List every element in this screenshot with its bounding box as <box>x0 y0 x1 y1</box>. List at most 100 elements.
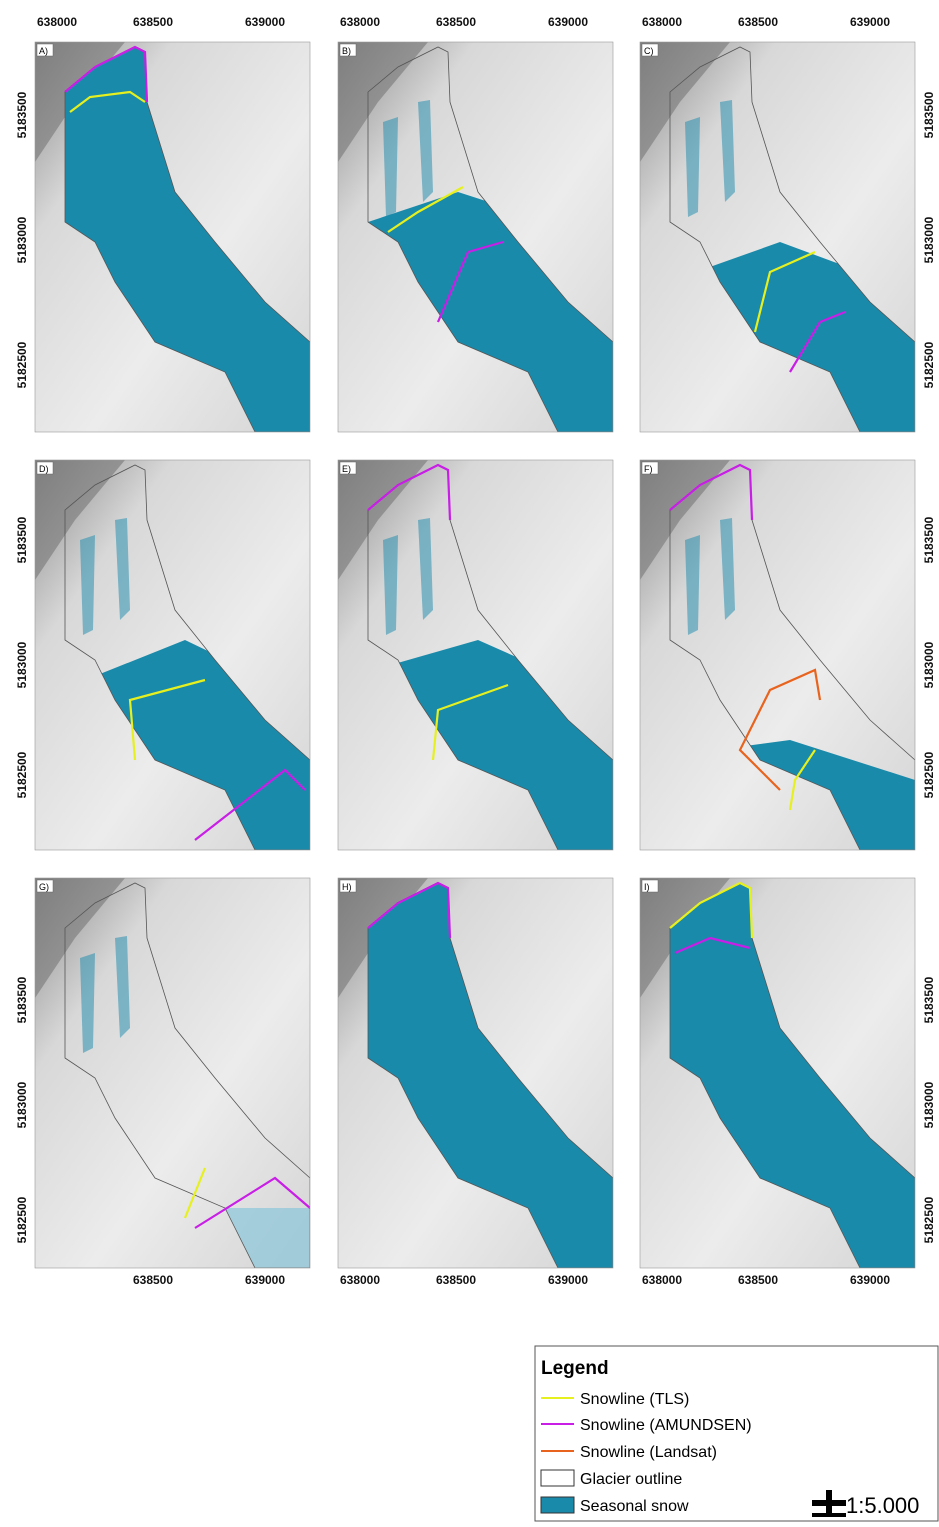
scale-icon <box>812 1490 846 1517</box>
x-tick-label: 638000 <box>642 1273 682 1287</box>
panel-label-box <box>641 461 659 475</box>
y-tick-label: 5183000 <box>922 641 936 688</box>
snowline <box>789 310 846 373</box>
panel-label: B) <box>342 46 351 56</box>
map-area <box>640 460 915 850</box>
panel-label-box <box>641 43 659 57</box>
y-tick-label: 5183500 <box>15 516 29 563</box>
panel-label: G) <box>39 882 49 892</box>
y-tick-label: 5182500 <box>15 341 29 388</box>
snowline <box>436 240 504 323</box>
panel-frame <box>34 459 311 851</box>
panel-frame <box>639 459 916 851</box>
snow-patches <box>80 518 130 635</box>
glacier-outline <box>64 464 310 850</box>
panel-frame <box>34 877 311 1269</box>
panel-label: A) <box>39 46 48 56</box>
hillshade-dark <box>35 42 125 162</box>
snowline <box>194 768 306 841</box>
x-tick-label: 639000 <box>245 15 285 29</box>
y-tick-label: 5183500 <box>922 516 936 563</box>
map-area <box>640 42 915 432</box>
panel-frame <box>337 877 614 1269</box>
y-tick-label: 5183000 <box>15 641 29 688</box>
map-area <box>35 42 310 432</box>
hillshade <box>35 878 310 1268</box>
legend: Legend Snowline (TLS) Snowline (AMUNDSEN… <box>534 1345 939 1522</box>
snowline <box>367 463 452 521</box>
map-panel: C) 638000 638500 639000 5183500 5183000 518250… <box>639 15 936 433</box>
panel-label-box <box>641 879 659 893</box>
snowline <box>69 90 146 113</box>
panel-label: F) <box>644 464 653 474</box>
map-area <box>338 460 613 850</box>
legend-label: Seasonal snow <box>580 1498 689 1515</box>
y-tick-label: 5182500 <box>922 341 936 388</box>
snowline <box>194 1176 310 1229</box>
panel-frame <box>337 41 614 433</box>
legend-swatch <box>540 1469 575 1487</box>
panel-label: E) <box>342 464 351 474</box>
map-panel: B) 638000 638500 639000 <box>337 15 614 433</box>
x-tick-label: 639000 <box>548 1273 588 1287</box>
snow-patches <box>383 100 433 217</box>
legend-title: Legend <box>541 1358 609 1379</box>
x-tick-label: 639000 <box>245 1273 285 1287</box>
map-panel: F) 5183500 5183000 5182500 <box>639 459 936 851</box>
panel-label-box <box>36 43 54 57</box>
panel-label-box <box>339 43 357 57</box>
snowline <box>788 749 816 811</box>
panel-label-box <box>36 879 54 893</box>
hillshade-dark <box>640 460 730 580</box>
x-tick-label: 639000 <box>850 1273 890 1287</box>
x-tick-label: 638500 <box>436 1273 476 1287</box>
y-tick-label: 5182500 <box>15 751 29 798</box>
map-area <box>338 878 613 1268</box>
y-tick-label: 5183500 <box>922 976 936 1023</box>
legend-box <box>534 1345 939 1522</box>
x-tick-label: 638000 <box>340 1273 380 1287</box>
panel-label-box <box>339 461 357 475</box>
y-tick-label: 5183500 <box>922 91 936 138</box>
glacier-outline <box>669 46 915 432</box>
y-tick-label: 5183000 <box>922 1081 936 1128</box>
snowline <box>669 881 754 939</box>
snowline <box>674 936 751 955</box>
map-area <box>640 878 915 1268</box>
y-tick-label: 5183000 <box>922 216 936 263</box>
glacier-outline <box>64 882 310 1268</box>
panel-frame <box>34 41 311 433</box>
x-tick-label: 638500 <box>738 1273 778 1287</box>
hillshade-dark <box>640 42 730 162</box>
panel-frame <box>639 41 916 433</box>
panel-frame <box>639 877 916 1269</box>
hillshade-dark <box>35 460 125 580</box>
panel-label-box <box>339 879 357 893</box>
x-tick-label: 638000 <box>642 15 682 29</box>
y-tick-label: 5183500 <box>15 976 29 1023</box>
snowline <box>183 1167 207 1219</box>
hillshade-dark <box>640 878 730 998</box>
hillshade-dark <box>338 460 428 580</box>
snowline <box>128 678 206 761</box>
legend-label: Snowline (Landsat) <box>580 1444 717 1461</box>
x-tick-label: 638500 <box>738 15 778 29</box>
panel-label: I) <box>644 882 650 892</box>
x-tick-label: 639000 <box>548 15 588 29</box>
snowline <box>64 45 149 103</box>
map-panel: G) 638500 639000 5183500 5183000 5182500 <box>15 877 311 1287</box>
hillshade-dark <box>338 878 428 998</box>
panel-label: D) <box>39 464 49 474</box>
x-tick-label: 638500 <box>133 1273 173 1287</box>
snowline <box>753 250 816 333</box>
x-tick-label: 638500 <box>436 15 476 29</box>
map-area <box>35 878 310 1268</box>
hillshade-dark <box>35 878 125 998</box>
panel-frame <box>337 459 614 851</box>
map-panel: E) <box>337 459 614 851</box>
y-tick-label: 5182500 <box>15 1196 29 1243</box>
snowline <box>431 683 509 761</box>
snow-patches <box>80 936 130 1053</box>
legend-label: Glacier outline <box>580 1471 682 1488</box>
